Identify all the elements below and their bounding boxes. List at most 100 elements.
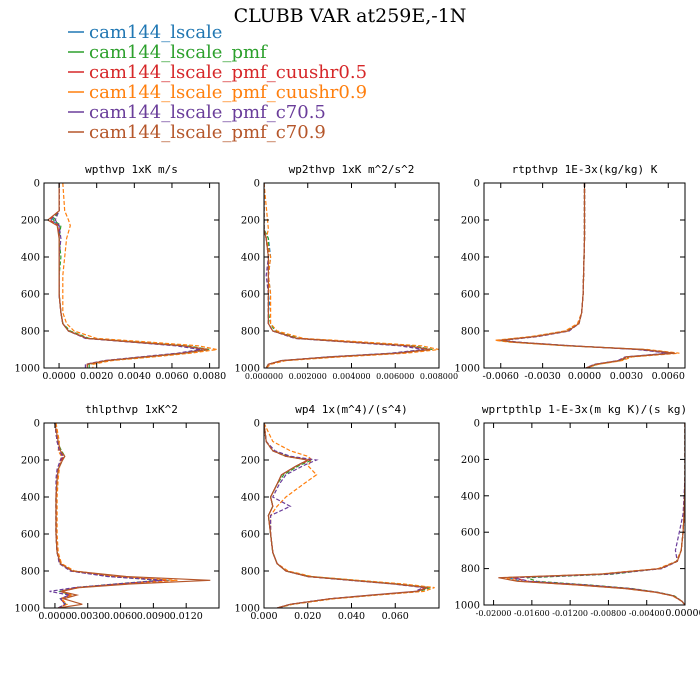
x-tick-label: 0.060 xyxy=(382,611,409,622)
y-tick-label: 600 xyxy=(241,530,260,541)
y-tick-label: 800 xyxy=(21,567,40,578)
series-line xyxy=(54,423,167,608)
plot-frame xyxy=(483,422,686,606)
x-tick-label: 0.0020 xyxy=(80,371,113,382)
y-tick-label: 0 xyxy=(34,179,40,190)
x-tick-label: -0.00400 xyxy=(629,609,665,618)
panel-title: wpthvp 1xK m/s xyxy=(85,163,178,176)
x-tick-label: 0.0060 xyxy=(652,371,685,382)
y-tick-label: 400 xyxy=(241,493,260,504)
y-tick-label: 200 xyxy=(21,216,40,227)
y-tick-label: 0 xyxy=(474,179,480,190)
x-tick-label: 0.020 xyxy=(294,611,321,622)
x-tick-label: 0.0000 xyxy=(568,371,601,382)
series-line xyxy=(526,423,685,605)
series-line xyxy=(54,423,159,608)
series-line xyxy=(46,183,208,368)
y-tick-label: 600 xyxy=(21,530,40,541)
series-line xyxy=(500,183,672,368)
series-line xyxy=(495,183,680,368)
y-tick-label: 600 xyxy=(241,290,260,301)
y-tick-label: 0 xyxy=(474,419,480,430)
x-tick-label: 0.0090 xyxy=(137,611,170,622)
x-tick-label: -0.01200 xyxy=(552,609,588,618)
plot-frame xyxy=(43,182,220,369)
series-line xyxy=(500,183,676,368)
series-line xyxy=(264,183,433,368)
x-tick-label: 0.0060 xyxy=(104,611,137,622)
y-tick-label: 1000 xyxy=(15,604,40,615)
x-tick-label: 0.0040 xyxy=(118,371,151,382)
legend-label: cam144_lscale_pmf_cuushr0.5 xyxy=(89,62,367,83)
y-tick-label: 1000 xyxy=(455,601,480,612)
chart-panel: wp2thvp 1xK m^2/s^2020040060080010000.00… xyxy=(235,163,459,381)
y-tick-label: 400 xyxy=(241,253,260,264)
y-tick-label: 0 xyxy=(254,419,260,430)
y-tick-label: 600 xyxy=(461,528,480,539)
series-line xyxy=(264,183,439,368)
x-tick-label: 0.00000 xyxy=(665,608,700,619)
x-tick-label: 0.0030 xyxy=(610,371,643,382)
panel-title: wp4 1x(m^4)/(s^4) xyxy=(295,403,408,416)
y-tick-label: 400 xyxy=(461,491,480,502)
series-line xyxy=(264,183,429,368)
x-tick-label: 0.000000 xyxy=(245,372,283,381)
y-tick-label: 600 xyxy=(461,290,480,301)
y-tick-label: 1000 xyxy=(235,604,260,615)
x-tick-label: 0.0030 xyxy=(71,611,104,622)
y-tick-label: 400 xyxy=(21,493,40,504)
y-tick-label: 800 xyxy=(461,327,480,338)
series-line xyxy=(62,183,218,368)
x-tick-label: -0.0030 xyxy=(524,371,560,382)
x-tick-label: 0.0000 xyxy=(38,611,71,622)
chart-panel: rtpthvp 1E-3x(kg/kg) K02004006008001000-… xyxy=(455,163,686,382)
y-tick-label: 800 xyxy=(241,567,260,578)
x-tick-label: 0.040 xyxy=(338,611,365,622)
series-line xyxy=(49,423,163,608)
y-tick-label: 1000 xyxy=(235,364,260,375)
y-tick-label: 800 xyxy=(21,327,40,338)
series-line xyxy=(264,423,426,608)
y-tick-label: 200 xyxy=(461,216,480,227)
y-tick-label: 800 xyxy=(461,564,480,575)
legend-label: cam144_lscale_pmf_c70.9 xyxy=(89,122,326,143)
series-line xyxy=(54,423,211,608)
legend-label: cam144_lscale_pmf xyxy=(89,42,268,63)
x-tick-label: 0.0000 xyxy=(42,371,75,382)
panel-title: wp2thvp 1xK m^2/s^2 xyxy=(289,163,415,176)
plot-frame xyxy=(43,422,220,609)
chart-panel: wprtpthlp 1-E-3x(m kg K)/(s kg)0 200 400 60… xyxy=(455,403,700,619)
x-tick-label: 0.0120 xyxy=(170,611,203,622)
x-tick-label: 0.006000 xyxy=(376,372,414,381)
series-line xyxy=(50,183,206,368)
series-line xyxy=(48,183,208,368)
y-tick-label: 800 xyxy=(241,327,260,338)
x-tick-label: -0.00800 xyxy=(591,609,627,618)
series-line xyxy=(54,183,201,368)
series-line xyxy=(264,183,431,368)
x-tick-label: 0.0080 xyxy=(193,371,226,382)
x-tick-label: -0.01600 xyxy=(514,609,550,618)
y-tick-label: 1000 xyxy=(455,364,480,375)
x-tick-label: 0.004000 xyxy=(332,372,370,381)
legend: cam144_lscalecam144_lscale_pmfcam144_lsc… xyxy=(68,22,367,143)
y-tick-label: 200 xyxy=(21,456,40,467)
legend-label: cam144_lscale xyxy=(89,22,222,43)
y-tick-label: 0 xyxy=(254,179,260,190)
x-tick-label: -0.02000 xyxy=(476,609,512,618)
y-tick-label: 400 xyxy=(461,253,480,264)
x-tick-label: 0.008000 xyxy=(420,372,458,381)
series-line xyxy=(503,183,669,368)
y-tick-label: 400 xyxy=(21,253,40,264)
figure-title: CLUBB VAR at259E,-1N xyxy=(234,5,467,27)
series-line xyxy=(264,423,429,608)
x-tick-label: 0.000 xyxy=(250,611,277,622)
series-line xyxy=(497,183,674,368)
y-tick-label: 200 xyxy=(461,455,480,466)
y-tick-label: 200 xyxy=(241,216,260,227)
legend-label: cam144_lscale_pmf_c70.5 xyxy=(89,102,326,123)
series-line xyxy=(498,423,685,605)
